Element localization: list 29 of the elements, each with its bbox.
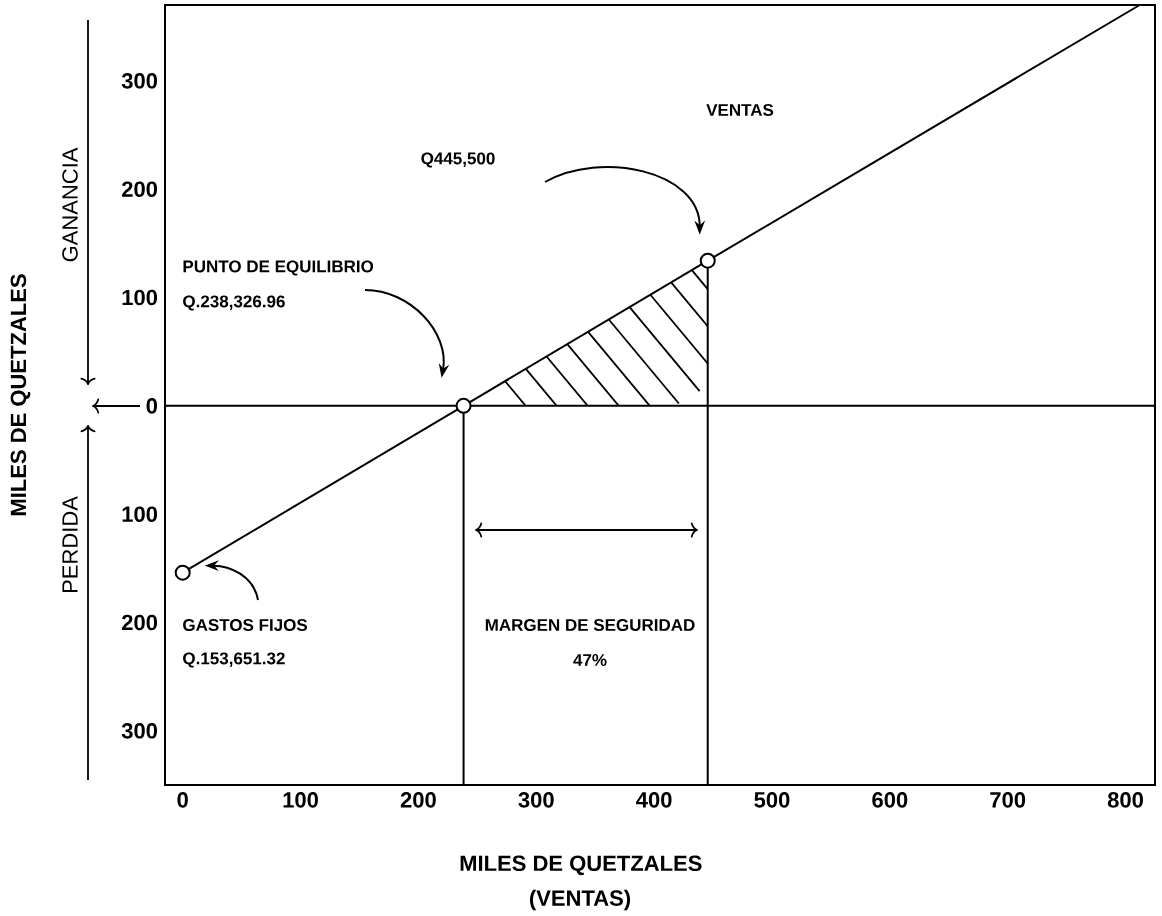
y-tick-label: 200 — [121, 614, 158, 631]
annotation: PUNTO DE EQUILIBRIO — [183, 260, 374, 276]
y-tick-label: 200 — [121, 181, 158, 197]
text: PERDIDA — [62, 496, 78, 593]
annotation: MARGEN DE SEGURIDAD — [485, 618, 695, 632]
text: GANANCIA — [62, 147, 78, 262]
x-tick-label: 400 — [636, 792, 672, 808]
annotation: Q.238,326.96 — [183, 295, 285, 311]
x-tick-label: 700 — [990, 792, 1026, 808]
x-axis-title: MILES DE QUETZALES — [460, 855, 702, 876]
y-tick-label: 0 — [146, 398, 158, 414]
x-tick-label: 500 — [754, 792, 790, 808]
x-tick-label: 600 — [872, 792, 908, 808]
x-tick-label: 300 — [518, 792, 554, 808]
y-axis-title: MILES DE QUETZALES — [10, 274, 31, 516]
annotation: Q445,500 — [421, 152, 495, 168]
annotation: 47% — [573, 654, 607, 666]
annotation: VENTAS — [706, 103, 774, 116]
x-tick-label: 800 — [1107, 792, 1143, 808]
y-tick-label: 100 — [122, 289, 158, 306]
y-tick-label: 300 — [121, 723, 158, 739]
x-tick-label: 0 — [177, 792, 188, 808]
y-tick-label: 300 — [121, 73, 158, 89]
x-tick-label: 100 — [283, 792, 318, 808]
annotation: Q.153,651.32 — [183, 652, 285, 668]
annotation: GASTOS FIJOS — [183, 618, 308, 632]
y-tick-label: 100 — [122, 506, 158, 522]
x-tick-label: 200 — [400, 792, 436, 808]
text: (VENTAS) — [529, 889, 631, 911]
